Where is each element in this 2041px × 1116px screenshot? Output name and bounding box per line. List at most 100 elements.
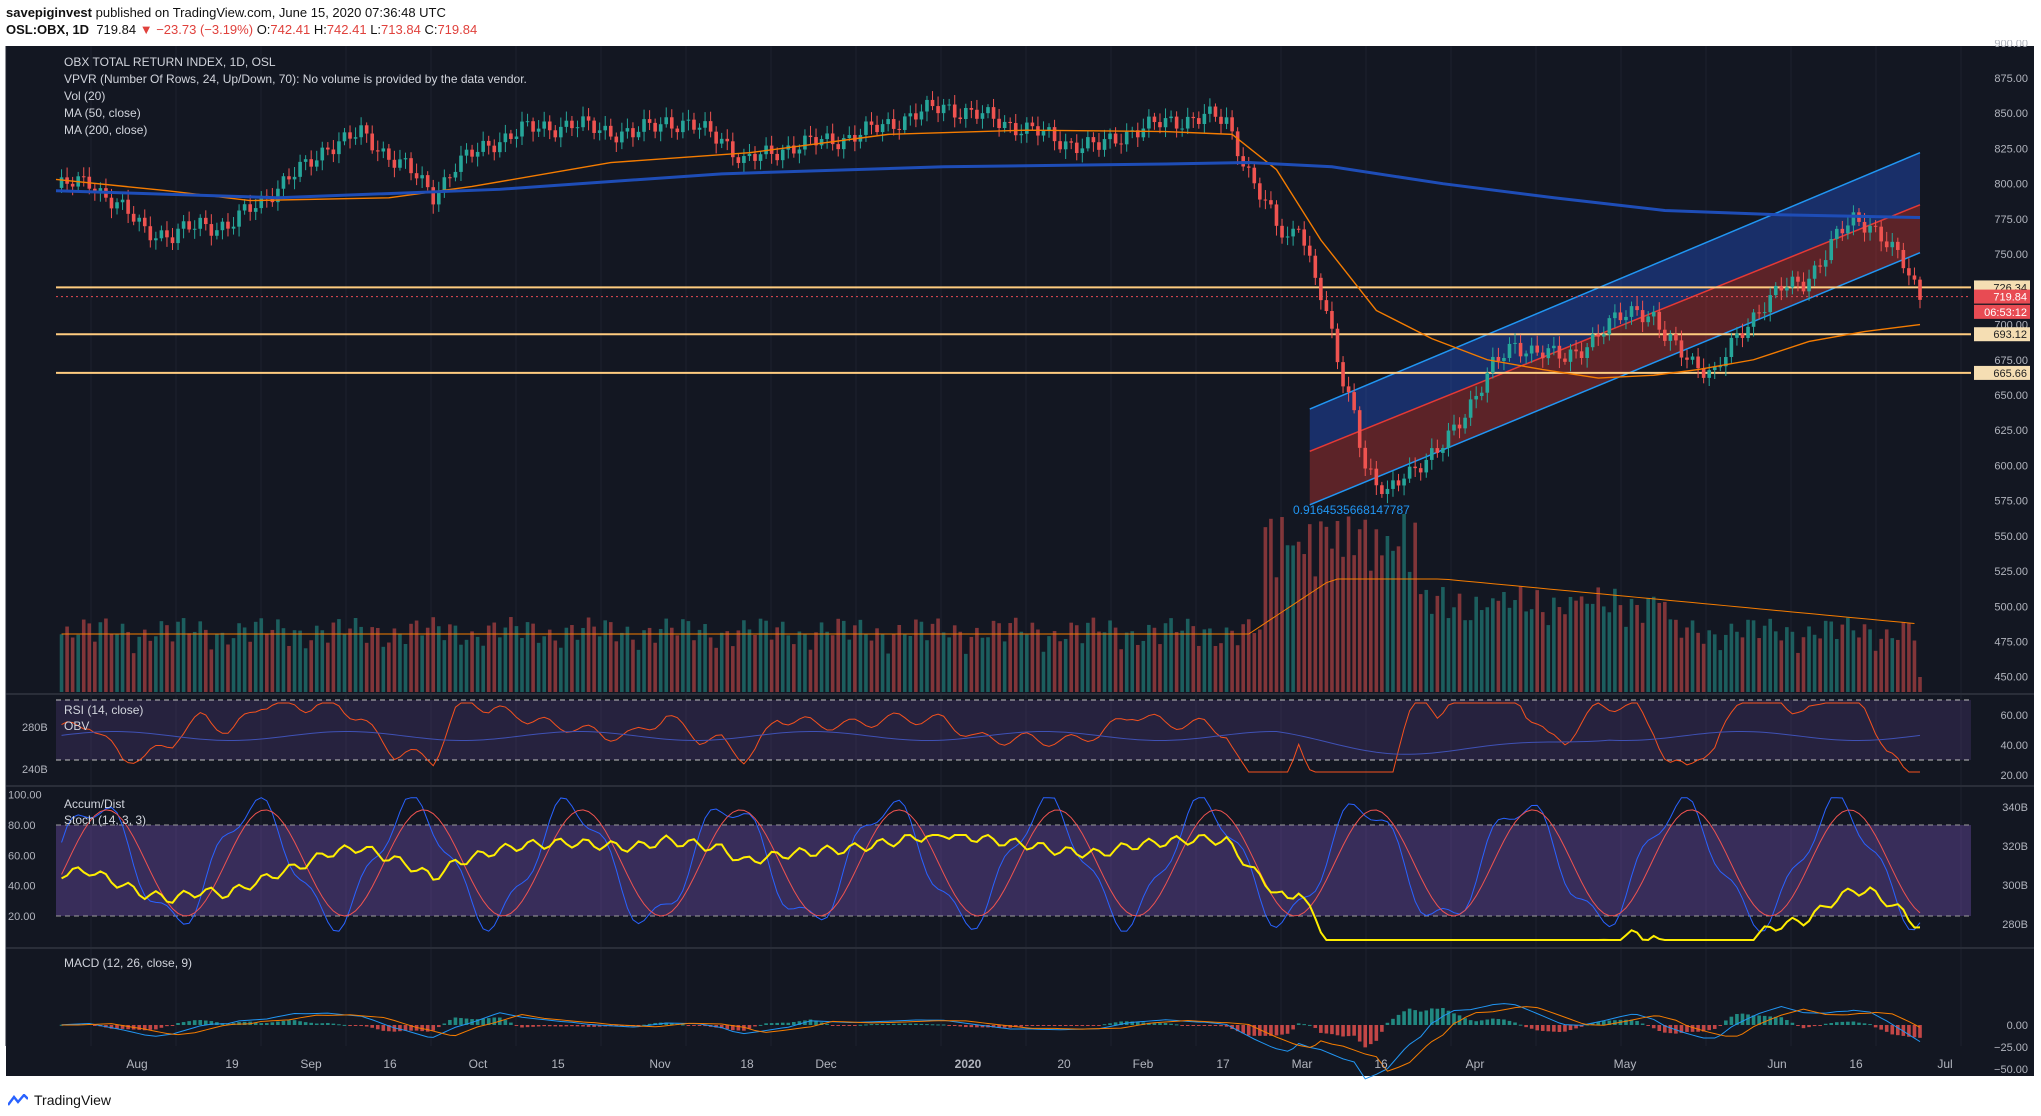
volume-bar <box>864 633 868 692</box>
accum-tick-label: 320B <box>2002 841 2028 853</box>
macd-histogram-bar <box>265 1023 269 1025</box>
macd-histogram-bar <box>1640 1023 1645 1025</box>
volume-bar <box>775 627 779 692</box>
macd-histogram-bar <box>1258 1025 1262 1036</box>
macd-histogram-bar <box>1779 1017 1784 1025</box>
candle-body <box>1679 340 1684 358</box>
candle-body <box>1724 356 1728 367</box>
volume-bar <box>364 642 369 692</box>
candle-body <box>1152 116 1157 123</box>
macd-histogram-bar <box>1030 1025 1035 1026</box>
price-tick-label: 825.00 <box>1994 143 2028 155</box>
candle-body <box>703 121 707 128</box>
candle-body <box>614 136 619 143</box>
volume-bar <box>265 633 269 692</box>
moving-averages <box>55 129 1921 379</box>
volume-bar <box>1402 513 1406 692</box>
candle-body <box>697 127 702 130</box>
candle-body <box>326 147 330 150</box>
time-tick-label: Apr <box>1466 1057 1485 1071</box>
volume-bar <box>281 628 286 692</box>
macd-histogram-bar <box>276 1021 280 1025</box>
price-tick-label: 600.00 <box>1994 460 2028 472</box>
candle-body <box>836 144 841 150</box>
volume-bar <box>1491 598 1495 692</box>
macd-histogram-bar <box>891 1023 896 1025</box>
macd-histogram-bar <box>725 1025 730 1030</box>
volume-bar <box>725 631 730 692</box>
candle-body <box>70 183 75 187</box>
volume-bar <box>969 636 974 692</box>
candle-body <box>1701 368 1706 378</box>
volume-bar <box>841 620 846 692</box>
volume-bar <box>758 618 763 692</box>
candle-body <box>1818 265 1822 267</box>
candle-body <box>453 171 458 178</box>
macd-histogram-bar <box>1696 1025 1700 1032</box>
macd-histogram-bar <box>1313 1025 1318 1028</box>
macd-histogram-bar <box>159 1025 164 1028</box>
channel-mid-line <box>1309 204 1921 453</box>
volume-bar <box>1141 640 1146 692</box>
macd-histogram-bar <box>1901 1025 1906 1036</box>
macd-histogram-bar <box>1108 1023 1112 1025</box>
price-tag-box <box>1974 327 2030 342</box>
macd-histogram-bar <box>298 1021 302 1025</box>
candle-body <box>1363 447 1368 469</box>
macd-histogram-bar <box>1579 1025 1584 1027</box>
macd-histogram-bar <box>769 1023 774 1025</box>
volume-bar <box>1246 619 1251 692</box>
volume-bar <box>509 617 513 692</box>
volume-bar <box>1152 627 1157 692</box>
volume-bar <box>875 628 879 692</box>
macd-histogram-bar <box>1690 1025 1695 1032</box>
candle-body <box>1768 295 1773 313</box>
volume-bar <box>420 635 424 692</box>
horizontal-levels[interactable] <box>56 286 1971 374</box>
volume-bar <box>559 647 563 692</box>
macd-histogram-bar <box>1002 1025 1007 1028</box>
volume-bar <box>703 624 707 692</box>
volume-bar <box>1801 637 1806 692</box>
macd-histogram-bar <box>525 1025 530 1028</box>
candle-body <box>475 151 480 157</box>
legend-title: OBX TOTAL RETURN INDEX, 1D, OSL <box>64 55 276 69</box>
ohlc-line: OSL:OBX, 1D 719.84 ▼ −23.73 (−3.19%) O:7… <box>6 21 477 38</box>
macd-histogram-bar <box>1302 1024 1307 1026</box>
volume-bar <box>1119 649 1123 692</box>
macd-histogram-bar <box>1552 1025 1556 1032</box>
regression-channel[interactable] <box>1309 151 1921 506</box>
price-tick-label: 625.00 <box>1994 425 2028 437</box>
volume-bar <box>647 627 652 692</box>
volume-bar <box>1640 622 1645 692</box>
macd-histogram-bar <box>253 1022 258 1025</box>
candle-body <box>1640 310 1645 323</box>
legend-macd: MACD (12, 26, close, 9) <box>64 956 192 970</box>
macd-histogram-bar <box>1036 1025 1040 1026</box>
candle-body <box>303 159 308 162</box>
footer-brand[interactable]: TradingView <box>34 1092 112 1108</box>
volume-bar <box>414 620 419 692</box>
macd-histogram-bar <box>1041 1025 1046 1026</box>
candle-body <box>1246 166 1251 168</box>
volume-bar <box>1086 622 1090 692</box>
price-chart[interactable]: 900.00 875.00 850.00 825.00 800.00 775.00 750.… <box>0 40 2041 1088</box>
macd-histogram-bar <box>242 1021 247 1025</box>
macd-histogram-bar <box>864 1024 868 1026</box>
candle-body <box>686 119 691 121</box>
time-tick-label: Mar <box>1292 1057 1313 1071</box>
stoch-k-line <box>61 797 1921 932</box>
volume-bar <box>553 640 558 692</box>
candle-body <box>409 158 413 174</box>
volume-bar <box>1241 624 1245 692</box>
volume-bar <box>1618 605 1623 692</box>
volume-bar <box>1235 645 1240 692</box>
candle-body <box>192 228 197 230</box>
macd-histogram-bar <box>647 1023 652 1025</box>
author-name[interactable]: savepiginvest <box>6 5 92 20</box>
volume-bar <box>165 625 169 692</box>
macd-histogram-bar <box>1424 1010 1429 1025</box>
candle-body <box>830 133 835 145</box>
high-label: H: <box>313 22 327 37</box>
volume-bar <box>65 626 69 692</box>
